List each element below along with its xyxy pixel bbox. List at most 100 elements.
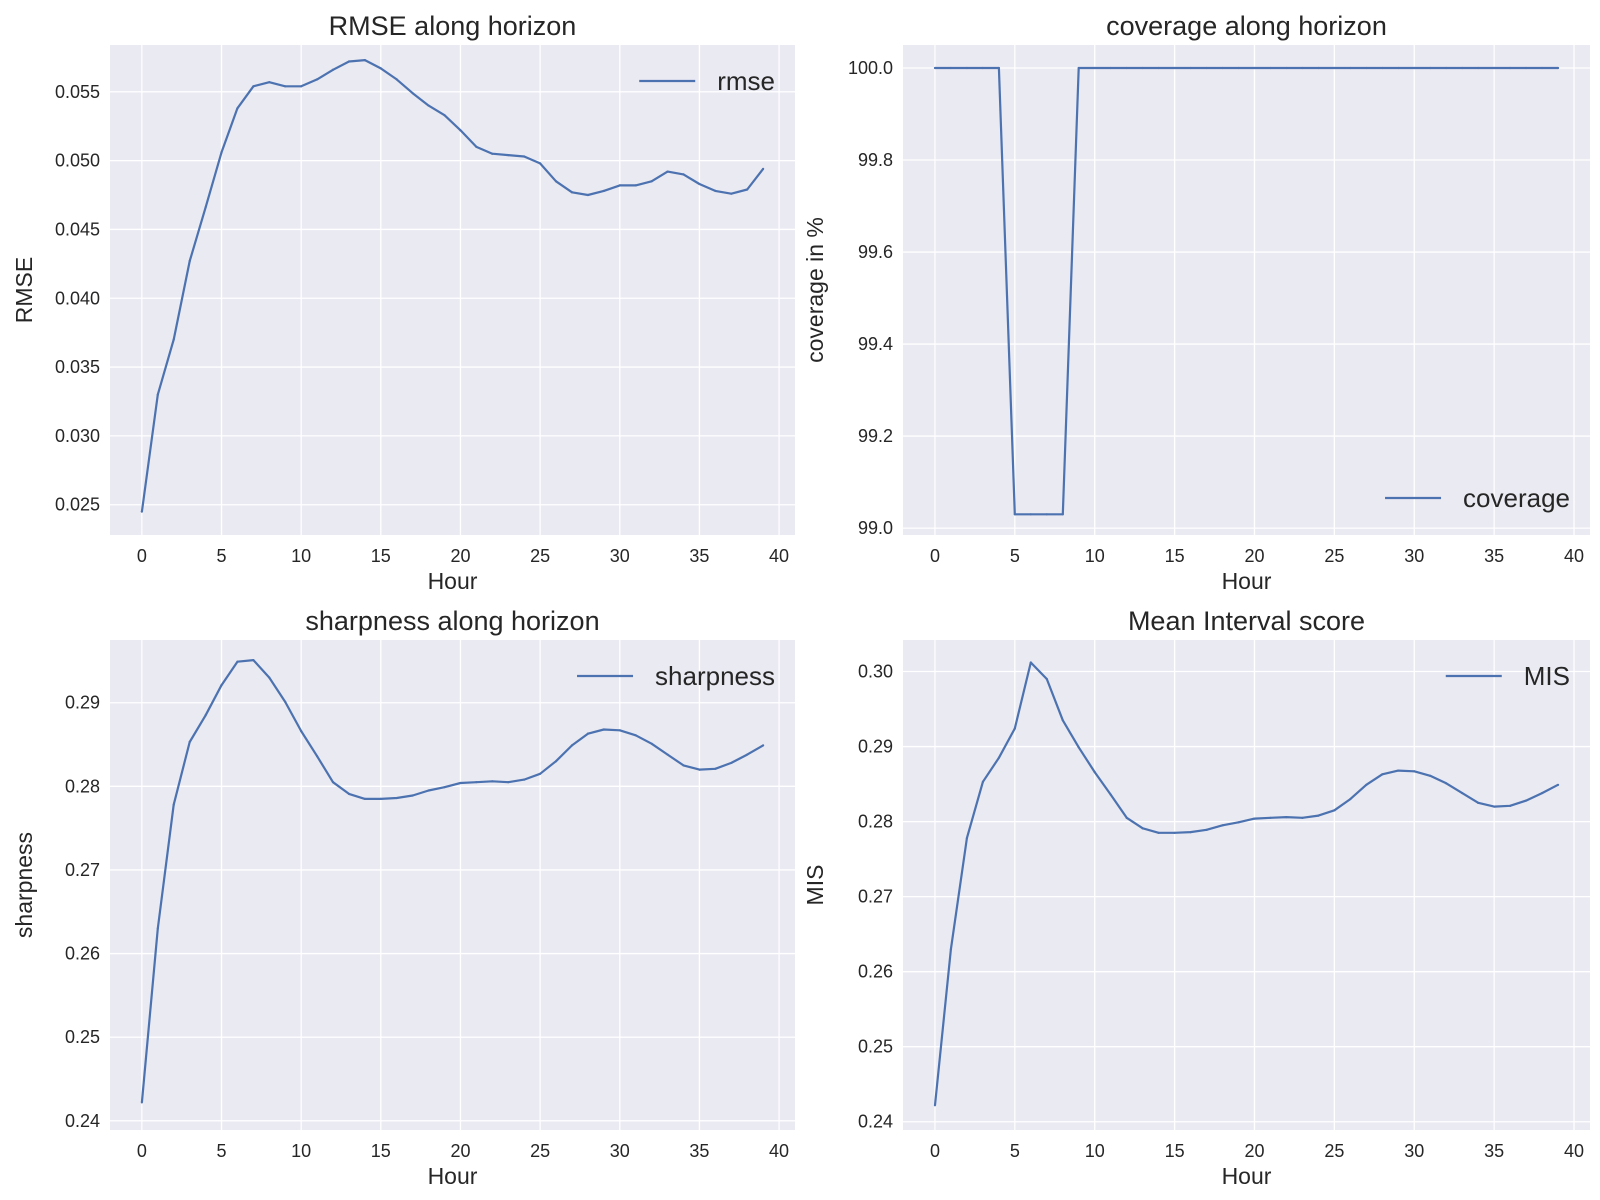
data-point bbox=[1029, 513, 1032, 516]
data-point bbox=[1253, 817, 1256, 820]
data-point bbox=[618, 729, 621, 732]
x-tick-label: 10 bbox=[1085, 1141, 1105, 1161]
panel-2: 0 5 10 15 20 25 30 35 40 99.0 99.2 99.4 99.6 99.8 100.… bbox=[802, 11, 1590, 594]
data-point bbox=[1477, 66, 1480, 70]
data-point bbox=[1493, 805, 1496, 808]
data-point bbox=[730, 192, 733, 195]
x-axis-label: Hour bbox=[428, 1163, 478, 1189]
data-point bbox=[220, 684, 223, 687]
data-point bbox=[507, 781, 510, 784]
data-point bbox=[539, 772, 542, 775]
y-tick-label: 0.27 bbox=[65, 860, 100, 880]
data-point bbox=[1429, 774, 1432, 777]
x-tick-label: 5 bbox=[217, 1141, 227, 1161]
y-tick-label: 99.6 bbox=[858, 242, 893, 262]
data-point bbox=[730, 761, 733, 765]
data-point bbox=[682, 764, 685, 767]
data-point bbox=[1237, 66, 1240, 70]
legend: coverage bbox=[1385, 483, 1570, 513]
legend-label: rmse bbox=[717, 66, 775, 96]
y-tick-label: 0.28 bbox=[858, 812, 893, 832]
series-line-sharpness bbox=[140, 658, 764, 1103]
data-point bbox=[1429, 66, 1432, 70]
data-point bbox=[347, 60, 351, 63]
y-tick-label: 0.25 bbox=[65, 1027, 100, 1047]
data-point bbox=[475, 145, 478, 148]
chart-title: coverage along horizon bbox=[1106, 11, 1387, 41]
y-tick-label: 0.29 bbox=[65, 693, 100, 713]
data-point bbox=[236, 107, 239, 110]
data-point bbox=[252, 85, 255, 88]
x-tick-label: 35 bbox=[689, 546, 709, 566]
data-point bbox=[714, 767, 717, 770]
data-point bbox=[1333, 66, 1336, 70]
x-tick-label: 35 bbox=[689, 1141, 709, 1161]
data-point bbox=[1205, 828, 1208, 831]
y-tick-label: 0.27 bbox=[858, 887, 893, 907]
data-point bbox=[1125, 816, 1128, 819]
data-point bbox=[1349, 66, 1352, 70]
data-point bbox=[949, 948, 953, 951]
data-point bbox=[395, 796, 398, 800]
data-point bbox=[1509, 66, 1512, 70]
data-point bbox=[1381, 66, 1384, 70]
data-point bbox=[331, 68, 335, 71]
legend: MIS bbox=[1445, 661, 1570, 691]
series-line-coverage bbox=[935, 66, 1558, 516]
x-axis-label: Hour bbox=[1222, 568, 1272, 594]
data-point bbox=[411, 92, 414, 95]
y-tick-label: 99.4 bbox=[858, 334, 893, 354]
y-tick-label: 0.045 bbox=[55, 219, 100, 239]
data-point bbox=[1301, 66, 1304, 70]
x-axis-label: Hour bbox=[428, 568, 478, 594]
data-point bbox=[570, 744, 574, 747]
data-point bbox=[459, 129, 462, 132]
data-point bbox=[997, 66, 1000, 70]
data-point bbox=[1061, 719, 1064, 722]
data-point bbox=[1093, 770, 1096, 774]
chart-title: Mean Interval score bbox=[1128, 606, 1365, 636]
y-tick-label: 0.055 bbox=[55, 82, 100, 102]
data-point bbox=[1077, 66, 1080, 70]
y-tick-label: 99.2 bbox=[858, 426, 893, 446]
data-point bbox=[475, 781, 478, 784]
x-tick-label: 20 bbox=[450, 546, 470, 566]
data-point bbox=[1173, 831, 1176, 834]
data-point bbox=[1509, 804, 1512, 807]
data-point bbox=[1349, 797, 1352, 801]
x-tick-label: 30 bbox=[610, 1141, 630, 1161]
data-point bbox=[1556, 783, 1560, 786]
panel-1: 0 5 10 15 20 25 30 35 40 0.025 0.030 0.035 0.040 0.04… bbox=[11, 11, 795, 594]
data-point bbox=[602, 728, 605, 731]
data-point bbox=[1045, 513, 1048, 516]
data-point bbox=[1189, 66, 1192, 70]
x-axis-label: Hour bbox=[1222, 1163, 1272, 1189]
data-point bbox=[140, 510, 143, 513]
data-point bbox=[427, 789, 430, 792]
data-point bbox=[379, 67, 382, 70]
legend-label: sharpness bbox=[655, 661, 775, 691]
legend-label: coverage bbox=[1463, 483, 1570, 513]
x-tick-label: 10 bbox=[1085, 546, 1105, 566]
data-point bbox=[411, 794, 414, 797]
data-point bbox=[554, 760, 558, 763]
data-point bbox=[1157, 66, 1160, 70]
data-point bbox=[268, 81, 271, 84]
legend: rmse bbox=[639, 66, 775, 96]
data-point bbox=[1253, 66, 1256, 70]
data-point bbox=[1365, 66, 1368, 70]
data-point bbox=[1445, 66, 1448, 70]
y-tick-label: 0.040 bbox=[55, 288, 100, 308]
data-point bbox=[698, 768, 701, 771]
data-point bbox=[1397, 769, 1400, 772]
y-tick-label: 0.030 bbox=[55, 426, 100, 446]
data-point bbox=[331, 781, 335, 784]
data-point bbox=[650, 180, 653, 183]
data-point bbox=[762, 744, 765, 747]
data-point bbox=[1493, 66, 1496, 70]
plot-area bbox=[903, 45, 1590, 535]
y-tick-label: 99.0 bbox=[858, 518, 893, 538]
plot-area bbox=[903, 640, 1590, 1130]
data-point bbox=[1109, 66, 1112, 70]
